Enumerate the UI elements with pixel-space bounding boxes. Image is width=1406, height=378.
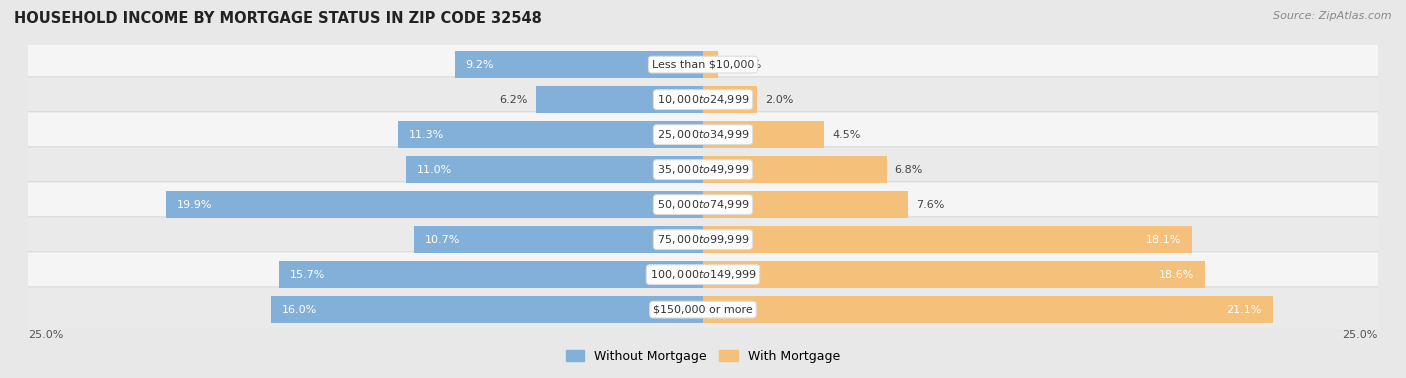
Text: 18.1%: 18.1% <box>1146 235 1181 245</box>
Bar <box>703 51 718 78</box>
Bar <box>703 226 1192 253</box>
Text: 6.8%: 6.8% <box>894 164 924 175</box>
Bar <box>703 121 824 148</box>
Bar <box>703 191 908 218</box>
Bar <box>271 296 703 323</box>
Text: 25.0%: 25.0% <box>28 330 63 339</box>
Text: 11.0%: 11.0% <box>416 164 453 175</box>
Text: $150,000 or more: $150,000 or more <box>654 305 752 314</box>
Bar <box>703 261 1205 288</box>
FancyBboxPatch shape <box>15 42 1391 87</box>
FancyBboxPatch shape <box>15 77 1391 122</box>
Bar <box>536 86 703 113</box>
Text: Source: ZipAtlas.com: Source: ZipAtlas.com <box>1274 11 1392 21</box>
Text: 21.1%: 21.1% <box>1226 305 1261 314</box>
Text: $10,000 to $24,999: $10,000 to $24,999 <box>657 93 749 106</box>
Bar <box>166 191 703 218</box>
Bar <box>703 156 887 183</box>
Bar <box>398 121 703 148</box>
Text: 6.2%: 6.2% <box>499 94 527 105</box>
Text: 0.55%: 0.55% <box>725 60 761 70</box>
Text: $25,000 to $34,999: $25,000 to $34,999 <box>657 128 749 141</box>
Text: 16.0%: 16.0% <box>281 305 318 314</box>
Bar <box>406 156 703 183</box>
Text: HOUSEHOLD INCOME BY MORTGAGE STATUS IN ZIP CODE 32548: HOUSEHOLD INCOME BY MORTGAGE STATUS IN Z… <box>14 11 541 26</box>
Text: $50,000 to $74,999: $50,000 to $74,999 <box>657 198 749 211</box>
Text: 19.9%: 19.9% <box>177 200 212 210</box>
Bar <box>280 261 703 288</box>
Text: 11.3%: 11.3% <box>409 130 444 139</box>
Bar <box>703 86 756 113</box>
Text: 2.0%: 2.0% <box>765 94 793 105</box>
Legend: Without Mortgage, With Mortgage: Without Mortgage, With Mortgage <box>561 345 845 368</box>
Text: $35,000 to $49,999: $35,000 to $49,999 <box>657 163 749 176</box>
Text: 4.5%: 4.5% <box>832 130 860 139</box>
Bar <box>454 51 703 78</box>
Text: 15.7%: 15.7% <box>290 270 325 280</box>
FancyBboxPatch shape <box>15 112 1391 157</box>
Text: $75,000 to $99,999: $75,000 to $99,999 <box>657 233 749 246</box>
Text: Less than $10,000: Less than $10,000 <box>652 60 754 70</box>
Text: 7.6%: 7.6% <box>917 200 945 210</box>
FancyBboxPatch shape <box>15 252 1391 297</box>
Text: $100,000 to $149,999: $100,000 to $149,999 <box>650 268 756 281</box>
FancyBboxPatch shape <box>15 147 1391 192</box>
FancyBboxPatch shape <box>15 217 1391 262</box>
Bar <box>415 226 703 253</box>
Text: 25.0%: 25.0% <box>1343 330 1378 339</box>
Text: 10.7%: 10.7% <box>425 235 460 245</box>
Text: 9.2%: 9.2% <box>465 60 494 70</box>
Bar <box>703 296 1272 323</box>
Text: 18.6%: 18.6% <box>1159 270 1194 280</box>
FancyBboxPatch shape <box>15 182 1391 227</box>
FancyBboxPatch shape <box>15 287 1391 332</box>
